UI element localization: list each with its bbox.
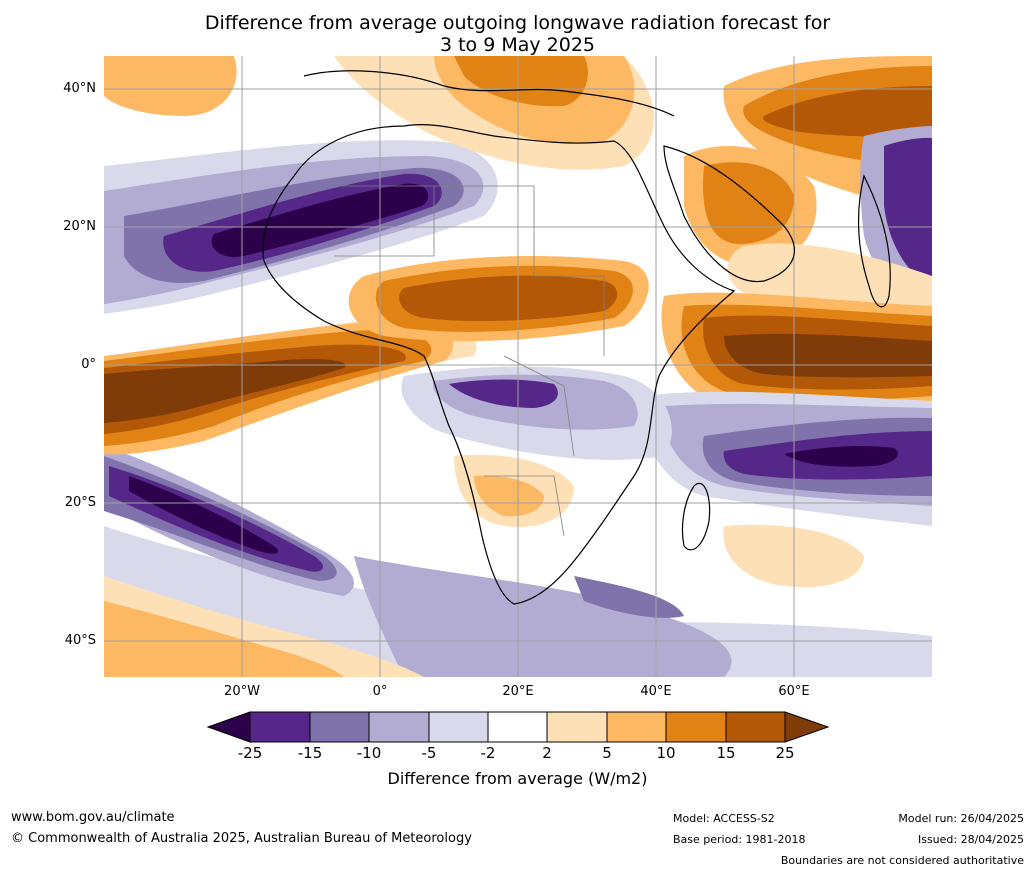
colorbar-segment-5	[487, 711, 548, 743]
colorbar-tick-m2: -2	[480, 744, 496, 762]
colorbar-segment-1	[249, 711, 311, 743]
lon-label-0: 0°	[372, 684, 388, 699]
anomaly-bay-of-bengal-strong	[884, 137, 932, 286]
olr-anomaly-map	[104, 56, 932, 677]
map-canvas	[104, 56, 932, 677]
lon-label-20w: 20°W	[224, 684, 260, 699]
anomaly-sw-atlantic-orange	[104, 601, 344, 677]
lat-label-40n: 40°N	[63, 81, 96, 96]
footer-disclaimer: Boundaries are not considered authoritat…	[780, 854, 1024, 867]
border-west-africa	[334, 185, 435, 257]
colorbar-segment-8	[665, 711, 727, 743]
footer-model: Model: ACCESS-S2	[673, 812, 775, 825]
arabia-coastline	[663, 145, 795, 283]
lon-label-20e: 20°E	[502, 684, 534, 699]
madagascar-coastline	[681, 483, 711, 551]
lat-label-40s: 40°S	[64, 633, 96, 648]
graticule	[104, 56, 932, 677]
anomaly-eq-atlantic-core	[104, 358, 346, 423]
anomaly-sahel-brown	[399, 275, 618, 322]
colorbar-label: Difference from average (W/m2)	[387, 769, 648, 788]
anomaly-s-indian-ocean-core	[784, 446, 898, 467]
border-north-africa	[434, 185, 535, 276]
anomaly-sahara-core	[211, 183, 429, 257]
map-title-line-1: Difference from average outgoing longwav…	[204, 12, 831, 34]
lat-label-20s: 20°S	[64, 495, 96, 510]
anomaly-arabia-darkorange	[703, 162, 794, 245]
anomaly-mediterranean-darkorange	[454, 56, 588, 107]
colorbar-segment-9	[725, 711, 786, 743]
lat-label-20n: 20°N	[63, 219, 96, 234]
colorbar	[206, 711, 830, 743]
footer-website: www.bom.gov.au/climate	[11, 810, 175, 825]
colorbar-segment-3	[368, 711, 430, 743]
africa-coastline	[262, 124, 736, 605]
europe-coastline	[303, 70, 675, 117]
colorbar-tick-p5: 5	[602, 744, 612, 762]
colorbar-tick-p25: 25	[775, 744, 795, 762]
anomaly-indian-ocean-core	[724, 333, 932, 378]
country-borders	[334, 185, 605, 537]
colorbar-tick-m10: -10	[356, 744, 382, 762]
colorbar-arrow-high	[784, 711, 830, 743]
lat-label-equator: 0°	[81, 357, 96, 372]
lon-label-40e: 40°E	[640, 684, 672, 699]
colorbar-tick-m15: -15	[297, 744, 323, 762]
colorbar-tick-p10: 10	[656, 744, 676, 762]
colorbar-tick-p2: 2	[542, 744, 552, 762]
colorbar-segment-2	[309, 711, 370, 743]
border-central-africa	[534, 275, 605, 356]
colorbar-segment-6	[546, 711, 608, 743]
footer-base-period: Base period: 1981-2018	[673, 833, 806, 846]
colorbar-tick-m5: -5	[421, 744, 437, 762]
anomaly-central-africa-strong	[449, 379, 558, 408]
anomaly-southern-africa-orange	[474, 475, 544, 517]
lon-label-60e: 60°E	[778, 684, 810, 699]
colorbar-segment-4	[428, 711, 489, 743]
footer-model-run: Model run: 26/04/2025	[898, 812, 1024, 825]
border-east-africa	[503, 355, 575, 457]
anomaly-iran-brown	[763, 86, 932, 137]
colorbar-tick-m25: -25	[237, 744, 263, 762]
anomaly-south-africa-purple	[354, 556, 732, 677]
colorbar-arrow-low	[206, 711, 251, 743]
anomaly-north-atlantic-orange	[104, 56, 237, 116]
colorbar-tick-p15: 15	[716, 744, 736, 762]
colorbar-segment-7	[606, 711, 667, 743]
map-title-line-2: 3 to 9 May 2025	[439, 34, 596, 56]
india-coastline	[857, 174, 891, 308]
border-southern-africa	[484, 475, 565, 537]
footer-copyright: © Commonwealth of Australia 2025, Austra…	[11, 831, 472, 846]
footer-issued: Issued: 28/04/2025	[917, 833, 1024, 846]
anomaly-south-atlantic-band-core	[129, 476, 279, 554]
